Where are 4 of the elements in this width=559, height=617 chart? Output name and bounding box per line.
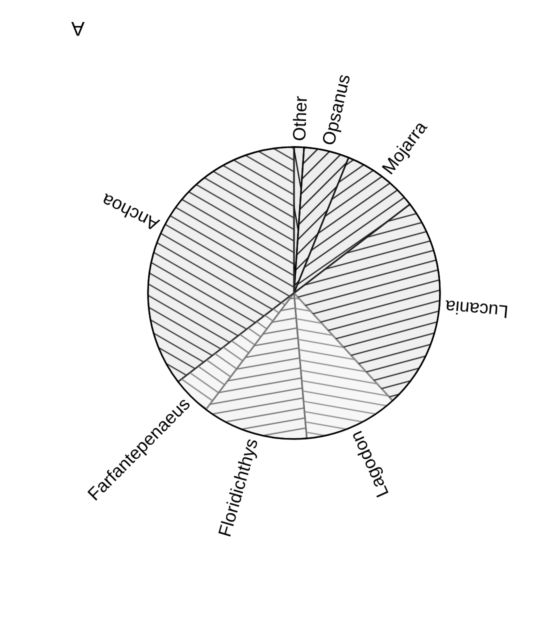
slice-label: Lucania — [444, 296, 510, 322]
slice-label: Opsanus — [318, 72, 354, 148]
slice-label: Other — [289, 96, 311, 142]
text: A — [70, 17, 85, 39]
